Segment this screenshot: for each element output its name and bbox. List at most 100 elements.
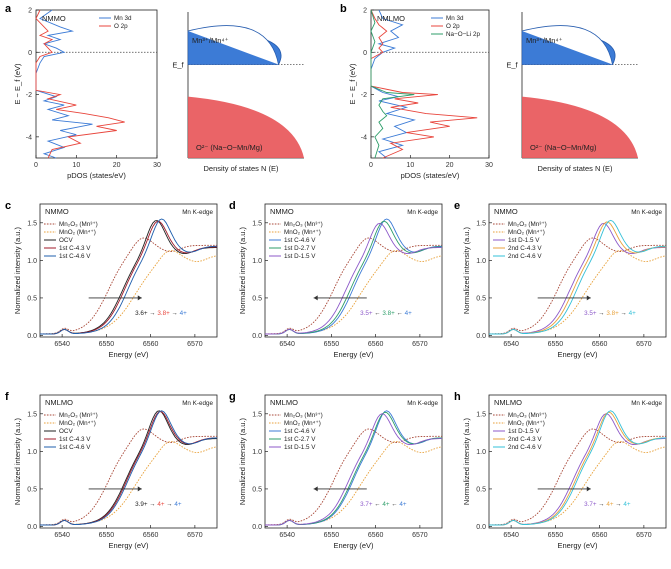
panel-e: e 6540 6550 6560 6570 0.0 0.5 1.0 1.5 Energy (eV)… <box>454 200 667 359</box>
y-tick-label: 1.5 <box>27 411 37 418</box>
y-tick-label: 1.0 <box>27 449 37 456</box>
legend-label: O 2p <box>446 23 460 30</box>
xas-curve <box>264 237 442 335</box>
xas-curve <box>40 250 218 335</box>
y-tick-label: 1.5 <box>476 411 486 418</box>
annotation-part: 4+ <box>606 501 614 508</box>
x-tick-label: 6540 <box>503 341 519 348</box>
x-axis-label: Energy (eV) <box>333 350 374 359</box>
xas-curve <box>264 428 442 526</box>
oxidation-annotation: 3.6+ → 3.8+ → 4+ <box>135 310 187 317</box>
material-label: NMLMO <box>494 398 522 407</box>
annotation-part: 4+ <box>405 310 413 317</box>
annotation-part: ← <box>390 501 400 508</box>
xas-curve <box>265 250 443 335</box>
x-tick-label: 6550 <box>324 341 340 348</box>
edge-label: Mn K-edge <box>407 209 438 216</box>
y-axis-label: Normalized intensity (a.u.) <box>462 226 471 314</box>
y-tick-label: 0 <box>363 50 367 57</box>
y-tick-label: 0.5 <box>27 295 37 302</box>
xas-curve <box>265 441 443 526</box>
x-tick-label: 6560 <box>592 341 608 348</box>
y-tick-label: 1.5 <box>252 220 262 227</box>
x-axis-label: Energy (eV) <box>557 541 598 550</box>
x-axis-label: Energy (eV) <box>108 350 149 359</box>
empty-band <box>187 25 279 65</box>
legend-label: Mn₂O₃ (Mn³⁺) <box>508 412 547 419</box>
series-line <box>35 9 125 159</box>
arrow-head <box>586 486 591 492</box>
legend-label: MnO₂ (Mn⁴⁺) <box>284 420 321 427</box>
y-tick-label: -4 <box>361 134 367 141</box>
series-line <box>370 9 416 159</box>
y-axis-label: Normalized intensity (a.u.) <box>13 417 22 505</box>
legend-label: Na−O−Li 2p <box>446 31 480 38</box>
material-label: NMMO <box>45 207 69 216</box>
legend-label: 1st C-4.6 V <box>59 444 91 451</box>
x-tick-label: 6560 <box>143 341 159 348</box>
material-label: NMMO <box>270 207 294 216</box>
xas-curve <box>488 428 666 526</box>
x-axis-label: pDOS (states/eV) <box>67 171 126 180</box>
xas-curve <box>265 222 442 335</box>
y-tick-label: 0.0 <box>476 524 486 531</box>
legend-label: 1st C-4.6 V <box>284 237 316 244</box>
x-tick-label: 6560 <box>143 532 159 539</box>
legend-label: 1st D-1.5 V <box>508 237 540 244</box>
arrow-head <box>137 486 142 492</box>
legend-label: MnO₂ (Mn⁴⁺) <box>59 229 96 236</box>
annotation-part: → <box>165 501 175 508</box>
annotation-part: 3.8+ <box>382 310 395 317</box>
y-tick-label: 0.0 <box>27 524 37 531</box>
y-tick-label: 0.5 <box>476 486 486 493</box>
legend-label: Mn₂O₃ (Mn³⁺) <box>508 221 547 228</box>
panel-letter: g <box>229 391 236 403</box>
x-tick-label: 6560 <box>368 532 384 539</box>
y-tick-label: -2 <box>361 92 367 99</box>
x-tick-label: 6570 <box>412 341 428 348</box>
y-tick-label: 0.5 <box>252 295 262 302</box>
x-tick-label: 6550 <box>548 532 564 539</box>
legend-label: OCV <box>59 237 73 244</box>
x-tick-label: 10 <box>72 162 80 169</box>
y-tick-label: 0.0 <box>252 333 262 340</box>
edge-label: Mn K-edge <box>631 400 662 407</box>
xas-curve <box>40 410 218 526</box>
y-tick-label: 0.0 <box>252 524 262 531</box>
legend-label: MnO₂ (Mn⁴⁺) <box>284 229 321 236</box>
legend-label: 1st D-1.5 V <box>284 253 316 260</box>
band-label-upper: Mn³⁺/Mn⁴⁺ <box>192 36 229 45</box>
y-axis-label: Normalized intensity (a.u.) <box>462 417 471 505</box>
legend-label: 1st C-4.6 V <box>284 428 316 435</box>
annotation-part: 3.8+ <box>157 310 170 317</box>
y-tick-label: 0.5 <box>27 486 37 493</box>
x-tick-label: 6540 <box>503 532 519 539</box>
legend-label: 1st D-2.7 V <box>284 245 316 252</box>
annotation-part: → <box>614 501 624 508</box>
annotation-part: 3.5+ <box>360 310 373 317</box>
material-label: NMMO <box>494 207 518 216</box>
x-axis-label: Energy (eV) <box>557 350 598 359</box>
y-tick-label: 1.5 <box>252 411 262 418</box>
y-tick-label: 1.0 <box>476 258 486 265</box>
x-axis-label: Energy (eV) <box>333 541 374 550</box>
x-axis-label: pDOS (states/eV) <box>401 171 460 180</box>
y-tick-label: 0.0 <box>476 333 486 340</box>
annotation-part: → <box>597 501 607 508</box>
legend-label: 1st C-4.3 V <box>59 245 91 252</box>
oxidation-annotation: 3.5+ ← 3.8+ ← 4+ <box>360 310 412 317</box>
annotation-part: 4+ <box>157 501 165 508</box>
annotation-part: 4+ <box>180 310 188 317</box>
annotation-part: 3.7+ <box>584 501 597 508</box>
x-tick-label: 6550 <box>99 532 115 539</box>
arrow-head <box>313 295 318 301</box>
y-axis-label: Normalized intensity (a.u.) <box>238 417 247 505</box>
oxidation-annotation: 3.7+ ← 4+ ← 4+ <box>360 501 407 508</box>
panel-h: h 6540 6550 6560 6570 0.0 0.5 1.0 1.5 Energy (eV)… <box>454 391 667 550</box>
legend-label: 2nd C-4.3 V <box>508 245 542 252</box>
y-axis-label: Normalized intensity (a.u.) <box>238 226 247 314</box>
y-tick-label: 1.0 <box>252 449 262 456</box>
panel-letter: d <box>229 200 236 212</box>
legend-label: 1st C-2.7 V <box>284 436 316 443</box>
